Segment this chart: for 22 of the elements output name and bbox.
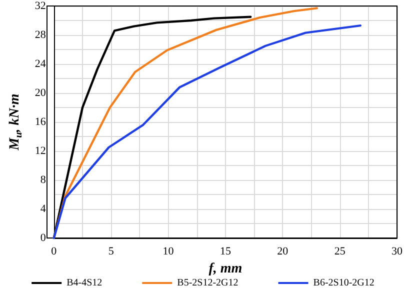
legend-label: B6-2S10-2G12 (313, 278, 374, 288)
y-tick-label: 16 (34, 116, 46, 128)
x-tick-label: 30 (392, 246, 403, 258)
y-tick-label: 20 (34, 87, 46, 99)
y-tick-label: 12 (34, 145, 46, 157)
y-tick-label: 0 (40, 232, 46, 244)
y-tick-label: 4 (40, 203, 46, 215)
x-tick-label: 15 (220, 246, 232, 258)
y-tick-label: 24 (34, 58, 46, 70)
x-tick-label: 25 (334, 246, 346, 258)
y-axis-title: Mu, kN·m (8, 94, 24, 152)
line-series (52, 24, 362, 240)
x-tick-label: 0 (51, 246, 58, 258)
x-tick-label: 5 (108, 246, 114, 258)
y-tick-label: 32 (34, 0, 46, 12)
x-tick-label: 10 (162, 246, 174, 258)
x-tick-label: 20 (277, 246, 289, 258)
y-tick-label: 8 (40, 174, 46, 186)
legend-label: B5-2S12-2G12 (177, 278, 238, 288)
x-axis-title: f, mm (208, 261, 242, 276)
y-tick-label: 28 (34, 29, 46, 41)
legend-label: B4-4S12 (66, 278, 102, 288)
